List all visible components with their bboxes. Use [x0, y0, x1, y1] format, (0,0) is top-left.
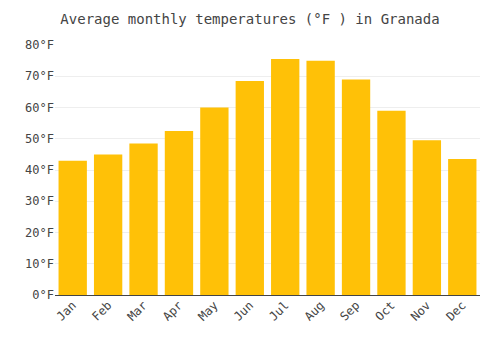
- svg-text:Mar: Mar: [125, 298, 150, 323]
- svg-text:50°F: 50°F: [25, 132, 54, 146]
- svg-text:May: May: [196, 298, 221, 323]
- svg-text:0°F: 0°F: [32, 288, 54, 302]
- svg-text:Jun: Jun: [231, 298, 256, 323]
- svg-text:40°F: 40°F: [25, 163, 54, 177]
- svg-text:60°F: 60°F: [25, 101, 54, 115]
- svg-text:10°F: 10°F: [25, 257, 54, 271]
- svg-text:70°F: 70°F: [25, 69, 54, 83]
- svg-text:Aug: Aug: [302, 298, 327, 323]
- svg-text:20°F: 20°F: [25, 226, 54, 240]
- svg-text:Apr: Apr: [160, 298, 185, 323]
- svg-text:Dec: Dec: [443, 298, 468, 323]
- svg-text:Average monthly temperatures (: Average monthly temperatures (°F ) in Gr…: [60, 11, 439, 27]
- svg-text:Jan: Jan: [54, 298, 79, 323]
- svg-text:Jul: Jul: [266, 298, 291, 323]
- svg-text:Feb: Feb: [89, 298, 114, 323]
- svg-text:Nov: Nov: [408, 298, 433, 323]
- svg-text:Sep: Sep: [337, 298, 362, 323]
- svg-text:Oct: Oct: [373, 298, 398, 323]
- svg-text:80°F: 80°F: [25, 38, 54, 52]
- svg-text:30°F: 30°F: [25, 194, 54, 208]
